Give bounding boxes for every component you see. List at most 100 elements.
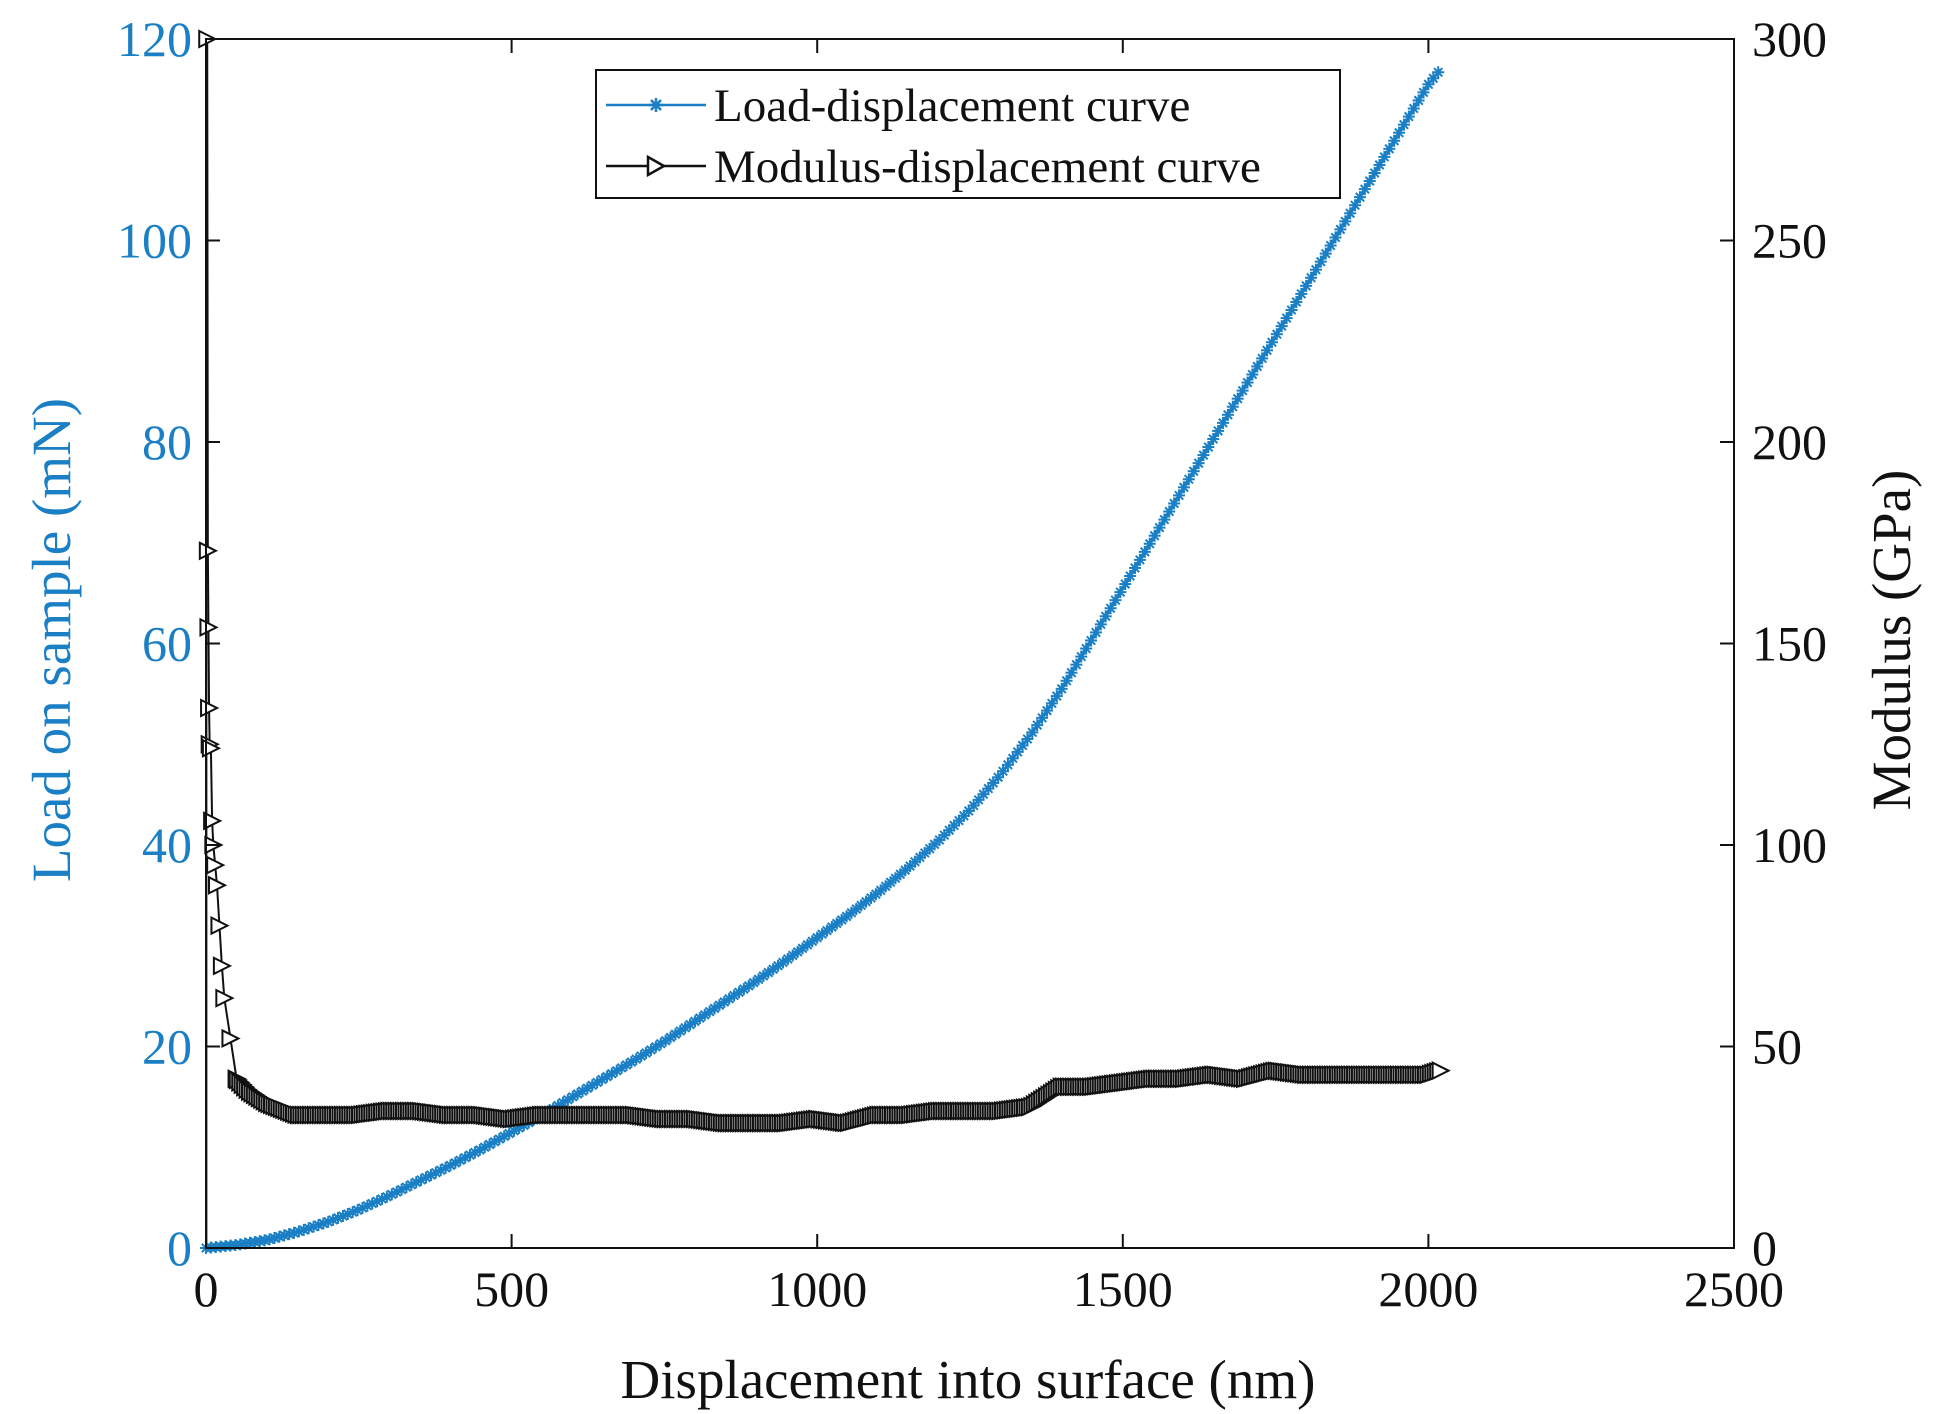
load-point: [1173, 489, 1186, 502]
load-point: [1182, 473, 1195, 486]
load-point: [1246, 368, 1259, 381]
load-point: [1427, 72, 1440, 85]
x-tick-label: 2000: [1378, 1261, 1478, 1317]
bottom-axis: 0 500 1000 1500 2000 2500: [194, 39, 1784, 1317]
modulus-point: [198, 541, 219, 561]
load-point: [1016, 739, 1029, 752]
load-point: [1011, 745, 1024, 758]
legend-box: [595, 69, 1341, 199]
load-point: [327, 1213, 340, 1226]
load-point: [1197, 449, 1210, 462]
y-right-tick-label: 50: [1752, 1019, 1802, 1075]
load-point: [1065, 666, 1078, 679]
load-point: [1006, 752, 1019, 765]
load-point: [1236, 384, 1249, 397]
right-axis: 0 50 100 150 200 250 300: [1720, 11, 1827, 1276]
y-left-tick-label: 60: [142, 616, 192, 672]
load-point: [1094, 618, 1107, 631]
y-left-tick-label: 100: [117, 213, 192, 269]
load-point: [1285, 304, 1298, 317]
load-point: [1363, 175, 1376, 188]
load-point: [566, 1090, 579, 1103]
load-point: [1368, 166, 1381, 179]
x-axis-title: Displacement into surface (nm): [621, 1349, 1316, 1410]
load-point: [1256, 352, 1269, 365]
load-point: [1124, 569, 1137, 582]
x-tick-label: 0: [194, 1261, 219, 1317]
load-point: [1275, 320, 1288, 333]
load-point: [1153, 521, 1166, 534]
load-point: [1187, 465, 1200, 478]
load-point: [1114, 586, 1127, 599]
load-point: [1373, 158, 1386, 171]
legend-modulus-marker: [646, 154, 667, 178]
load-point: [1202, 441, 1215, 454]
load-point: [1192, 457, 1205, 470]
modulus-series-line: [206, 38, 1441, 1125]
load-point: [1055, 682, 1068, 695]
load-point: [1026, 726, 1039, 739]
load-point: [1021, 733, 1034, 746]
load-point: [478, 1141, 491, 1154]
y-left-tick-label: 0: [167, 1220, 192, 1276]
load-point: [1358, 183, 1371, 196]
load-point: [1241, 376, 1254, 389]
load-point: [1339, 215, 1352, 228]
load-point: [1109, 594, 1122, 607]
modulus-point: [210, 915, 230, 936]
load-point: [1300, 279, 1313, 292]
load-point: [1143, 537, 1156, 550]
load-point: [1231, 392, 1244, 405]
load-point: [1085, 634, 1098, 647]
load-point: [1290, 295, 1303, 308]
load-point: [1089, 626, 1102, 639]
load-point: [1060, 674, 1073, 687]
load-point: [1349, 199, 1362, 212]
load-point: [1397, 118, 1410, 131]
load-point: [1388, 134, 1401, 147]
load-point: [1212, 424, 1225, 437]
load-point: [1207, 432, 1220, 445]
load-point: [1334, 223, 1347, 236]
left-axis: 0 20 40 60 80 100 120: [117, 11, 220, 1276]
load-point: [1280, 312, 1293, 325]
modulus-point: [203, 811, 223, 831]
y-right-tick-label: 0: [1752, 1220, 1777, 1276]
load-point: [1417, 86, 1430, 99]
load-point: [1045, 697, 1058, 710]
y-left-tick-label: 120: [117, 11, 192, 67]
load-point: [1075, 650, 1088, 663]
load-point: [1305, 271, 1318, 284]
load-point: [1148, 529, 1161, 542]
plot-frame: [205, 38, 1735, 1249]
load-point: [1378, 150, 1391, 163]
load-point: [1080, 642, 1093, 655]
load-point: [1226, 400, 1239, 413]
load-point: [1295, 287, 1308, 300]
load-point: [1217, 416, 1230, 429]
modulus-point: [208, 875, 228, 895]
legend-load-marker: [649, 98, 663, 112]
load-point: [605, 1067, 618, 1080]
load-point: [1138, 545, 1151, 558]
modulus-point: [1431, 1061, 1451, 1081]
load-point: [1070, 658, 1083, 671]
plot-area: [198, 29, 1451, 1254]
load-point: [1036, 711, 1049, 724]
y-right-tick-label: 100: [1752, 817, 1827, 873]
y-right-tick-label: 250: [1752, 213, 1827, 269]
y-right-tick-label: 300: [1752, 11, 1827, 67]
load-point: [1319, 247, 1332, 260]
legend[interactable]: Load-displacement curve Modulus-displace…: [595, 69, 1341, 199]
legend-load-label: Load-displacement curve: [714, 80, 1190, 132]
load-point: [1329, 231, 1342, 244]
legend-modulus-label: Modulus-displacement curve: [714, 141, 1261, 193]
load-point: [1119, 578, 1132, 591]
load-point: [1432, 66, 1445, 79]
modulus-point: [212, 956, 233, 976]
x-tick-label: 1500: [1073, 1261, 1173, 1317]
load-point: [1041, 704, 1054, 717]
load-point: [997, 765, 1010, 778]
load-point: [1158, 513, 1171, 526]
load-point: [473, 1143, 486, 1156]
